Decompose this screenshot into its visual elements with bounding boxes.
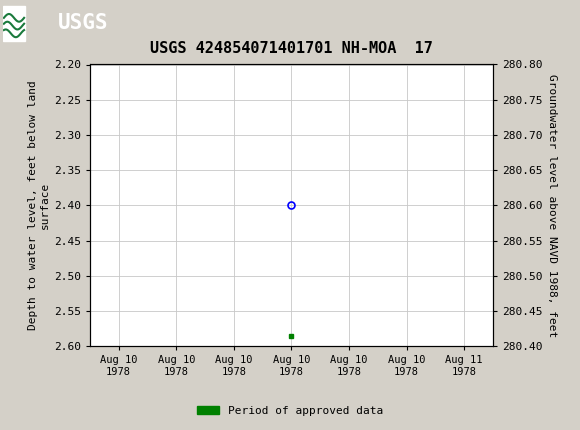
Y-axis label: Groundwater level above NAVD 1988, feet: Groundwater level above NAVD 1988, feet xyxy=(547,74,557,337)
Legend: Period of approved data: Period of approved data xyxy=(193,401,387,420)
Y-axis label: Depth to water level, feet below land
surface: Depth to water level, feet below land su… xyxy=(28,80,50,330)
Bar xyxy=(3,6,25,41)
Text: USGS: USGS xyxy=(58,12,108,33)
Title: USGS 424854071401701 NH-MOA  17: USGS 424854071401701 NH-MOA 17 xyxy=(150,41,433,56)
